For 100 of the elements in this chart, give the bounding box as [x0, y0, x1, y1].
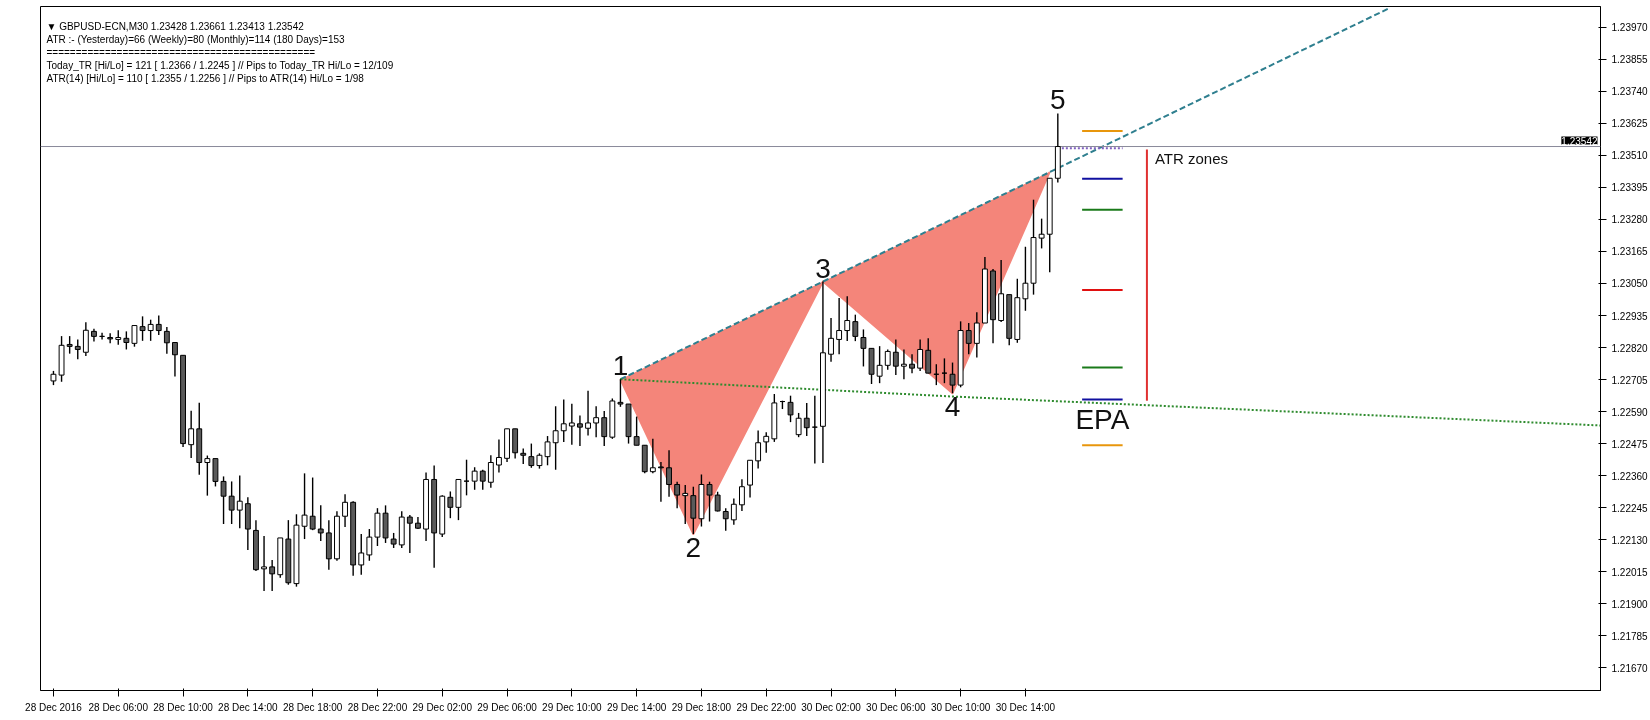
candlestick	[617, 378, 624, 408]
annotation: EPA	[1075, 403, 1130, 435]
candlestick	[107, 332, 114, 345]
x-tick-label: 28 Dec 14:00	[218, 701, 279, 713]
candlestick	[795, 412, 802, 438]
candlestick	[577, 414, 583, 447]
candlestick	[674, 481, 681, 509]
candlestick	[852, 313, 859, 342]
candlestick	[220, 475, 227, 525]
candlestick	[925, 337, 932, 374]
candlestick	[658, 461, 664, 503]
y-tick-label: 1.22590	[1611, 406, 1649, 418]
y-tick-label: 1.22705	[1611, 374, 1649, 386]
candlestick	[739, 478, 745, 512]
y-tick-label: 1.23280	[1611, 214, 1649, 226]
y-tick-label: 1.21785	[1611, 630, 1649, 642]
candlestick	[892, 338, 899, 376]
x-tick-label: 28 Dec 10:00	[153, 701, 214, 713]
candlestick	[269, 559, 276, 592]
y-tick-label: 1.21900	[1611, 598, 1649, 610]
y-tick-label: 1.22360	[1611, 470, 1649, 482]
candlestick	[512, 428, 519, 460]
candlestick	[228, 480, 235, 525]
candlestick	[172, 341, 178, 378]
candlestick	[787, 394, 794, 423]
candlestick	[649, 438, 656, 475]
candlestick	[593, 405, 600, 438]
candlestick	[366, 528, 373, 562]
candlestick	[917, 338, 924, 372]
candlestick	[261, 535, 267, 592]
candlestick	[406, 514, 413, 554]
y-tick-label: 1.22475	[1611, 438, 1649, 450]
candlestick	[496, 438, 502, 474]
annotation: 3	[815, 252, 831, 284]
annotation: Today_TR [Hi/Lo] = 121 [ 1.2366 / 1.2245 ] // Pips to Today_TR Hi/Lo = 12/109	[46, 59, 394, 71]
annotation: ==============================================	[46, 46, 316, 58]
y-tick-label: 1.22820	[1611, 342, 1649, 354]
y-tick-label: 1.23970	[1611, 22, 1649, 34]
candlestick	[309, 476, 316, 531]
candlestick	[965, 322, 972, 355]
candlestick	[188, 410, 195, 459]
x-tick-label: 28 Dec 2016	[25, 701, 83, 713]
candlestick	[317, 504, 324, 542]
candlestick	[585, 389, 591, 437]
candlestick	[633, 415, 640, 446]
candlestick	[358, 533, 365, 576]
y-tick-label: 1.23625	[1611, 118, 1649, 130]
candlestick	[1038, 217, 1045, 250]
y-tick-label: 1.23855	[1611, 54, 1649, 66]
candlestick	[836, 297, 843, 355]
candlestick	[803, 402, 810, 437]
y-tick-label: 1.22015	[1611, 566, 1649, 578]
candlestick	[212, 457, 219, 488]
y-tick-label: 1.22245	[1611, 502, 1649, 514]
candlestick	[568, 403, 575, 446]
candlestick	[560, 398, 567, 443]
annotation: ATR zones	[1154, 149, 1229, 167]
candlestick	[901, 348, 907, 380]
annotation: 2	[685, 532, 702, 564]
candlestick	[722, 507, 729, 532]
y-tick-label: 1.23050	[1611, 278, 1649, 290]
annotation: ▼ GBPUSD-ECN,M30 1.23428 1.23661 1.23413 1.23542	[46, 20, 305, 32]
annotation: 5	[1050, 84, 1066, 116]
annotation: ATR(14) [Hi/Lo] = 110 [ 1.2355 / 1.2256 ] // Pips to ATR(14) Hi/Lo = 1/98	[46, 72, 365, 84]
x-tick-label: 28 Dec 06:00	[88, 701, 149, 713]
candlestick	[690, 486, 697, 535]
y-tick-label: 1.22130	[1611, 534, 1649, 546]
y-tick-label: 1.23395	[1611, 182, 1649, 194]
candlestick	[147, 318, 154, 342]
y-tick-label: 1.22935	[1611, 310, 1649, 322]
candlestick	[876, 345, 883, 384]
candlestick	[714, 491, 721, 513]
x-tick-label: 28 Dec 22:00	[347, 701, 408, 713]
candlestick	[730, 497, 737, 526]
candlestick	[666, 449, 672, 498]
candlestick	[123, 330, 130, 351]
candlestick	[528, 442, 535, 469]
candlestick	[860, 328, 867, 368]
x-tick-label: 30 Dec 14:00	[995, 701, 1056, 713]
candlestick	[204, 454, 211, 497]
candlestick	[447, 490, 454, 519]
x-tick-label: 29 Dec 18:00	[671, 701, 732, 713]
x-tick-label: 30 Dec 06:00	[866, 701, 927, 713]
ref-line-label: 1.23542	[1561, 135, 1598, 147]
annotation: 1	[612, 350, 629, 382]
candlestick	[909, 353, 915, 374]
candlestick	[155, 314, 162, 336]
x-tick-label: 30 Dec 10:00	[930, 701, 991, 713]
annotation: 4	[944, 391, 961, 423]
candlestick	[236, 474, 243, 529]
candlestick	[82, 321, 89, 357]
candlestick	[973, 311, 980, 359]
candlestick	[1022, 246, 1029, 312]
x-tick-label: 29 Dec 22:00	[736, 701, 797, 713]
candlestick	[682, 484, 689, 525]
candlestick	[163, 326, 170, 355]
candlestick	[74, 338, 81, 360]
candlestick	[471, 466, 478, 491]
x-tick-label: 29 Dec 10:00	[542, 701, 603, 713]
candlestick	[755, 429, 762, 470]
